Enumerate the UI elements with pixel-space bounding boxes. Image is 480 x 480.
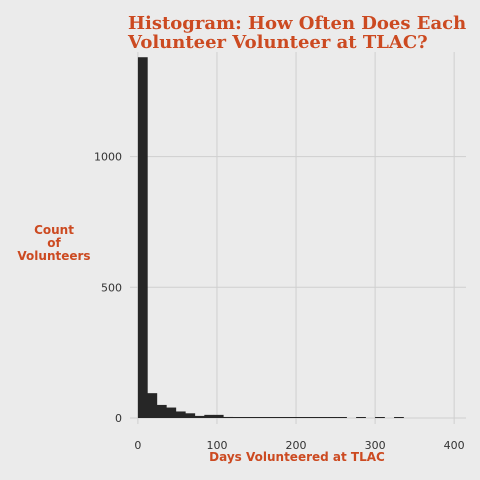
histogram-bar	[289, 417, 300, 418]
histogram-bar	[394, 417, 404, 418]
y-axis-title-line-3: Volunteers	[17, 249, 91, 263]
histogram-bar	[175, 411, 186, 418]
y-axis-title-line-2: of	[47, 236, 61, 250]
y-tick-label: 0	[115, 412, 122, 425]
chart-title-line-1: Histogram: How Often Does Each	[128, 13, 467, 34]
histogram-bars	[137, 57, 404, 418]
histogram-bar	[204, 414, 215, 418]
histogram-bar	[280, 417, 290, 418]
histogram-bar	[223, 416, 234, 418]
histogram-bar	[299, 417, 309, 418]
chart-title: Histogram: How Often Does Each Volunteer…	[128, 14, 473, 52]
histogram-bar	[375, 417, 385, 418]
histogram-bar	[251, 417, 262, 418]
grid-lines	[130, 52, 466, 424]
histogram-bar	[318, 417, 328, 418]
histogram-bar	[185, 413, 196, 418]
y-axis-title: Count of Volunteers	[10, 224, 98, 263]
histogram-bar	[232, 417, 243, 418]
histogram-bar	[156, 404, 167, 418]
x-tick-label: 100	[206, 439, 227, 452]
y-tick-label: 1000	[94, 151, 122, 164]
histogram-bar	[194, 415, 205, 418]
y-tick-label: 500	[101, 281, 122, 294]
histogram-bar	[213, 414, 224, 418]
x-tick-label: 400	[444, 439, 465, 452]
histogram-bar	[261, 417, 272, 418]
histogram-bar	[308, 417, 319, 418]
y-tick-labels: 0 500 1000	[94, 151, 122, 425]
x-axis-title: Days Volunteered at TLAC	[209, 450, 385, 464]
x-tick-label: 200	[286, 439, 307, 452]
x-tick-label: 300	[365, 439, 386, 452]
histogram-bar	[270, 417, 281, 418]
x-tick-labels: 0 100 200 300 400	[134, 439, 464, 452]
histogram-bar	[147, 393, 158, 418]
histogram-bar	[166, 407, 177, 418]
x-tick-label: 0	[134, 439, 141, 452]
histogram-bar	[356, 417, 366, 418]
chart-title-line-2: Volunteer Volunteer at TLAC?	[128, 32, 428, 53]
histogram-bar	[337, 417, 347, 418]
histogram-bar	[242, 417, 253, 418]
histogram-bar	[327, 417, 338, 418]
histogram-bar	[137, 57, 148, 418]
y-axis-title-line-1: Count	[34, 223, 74, 237]
